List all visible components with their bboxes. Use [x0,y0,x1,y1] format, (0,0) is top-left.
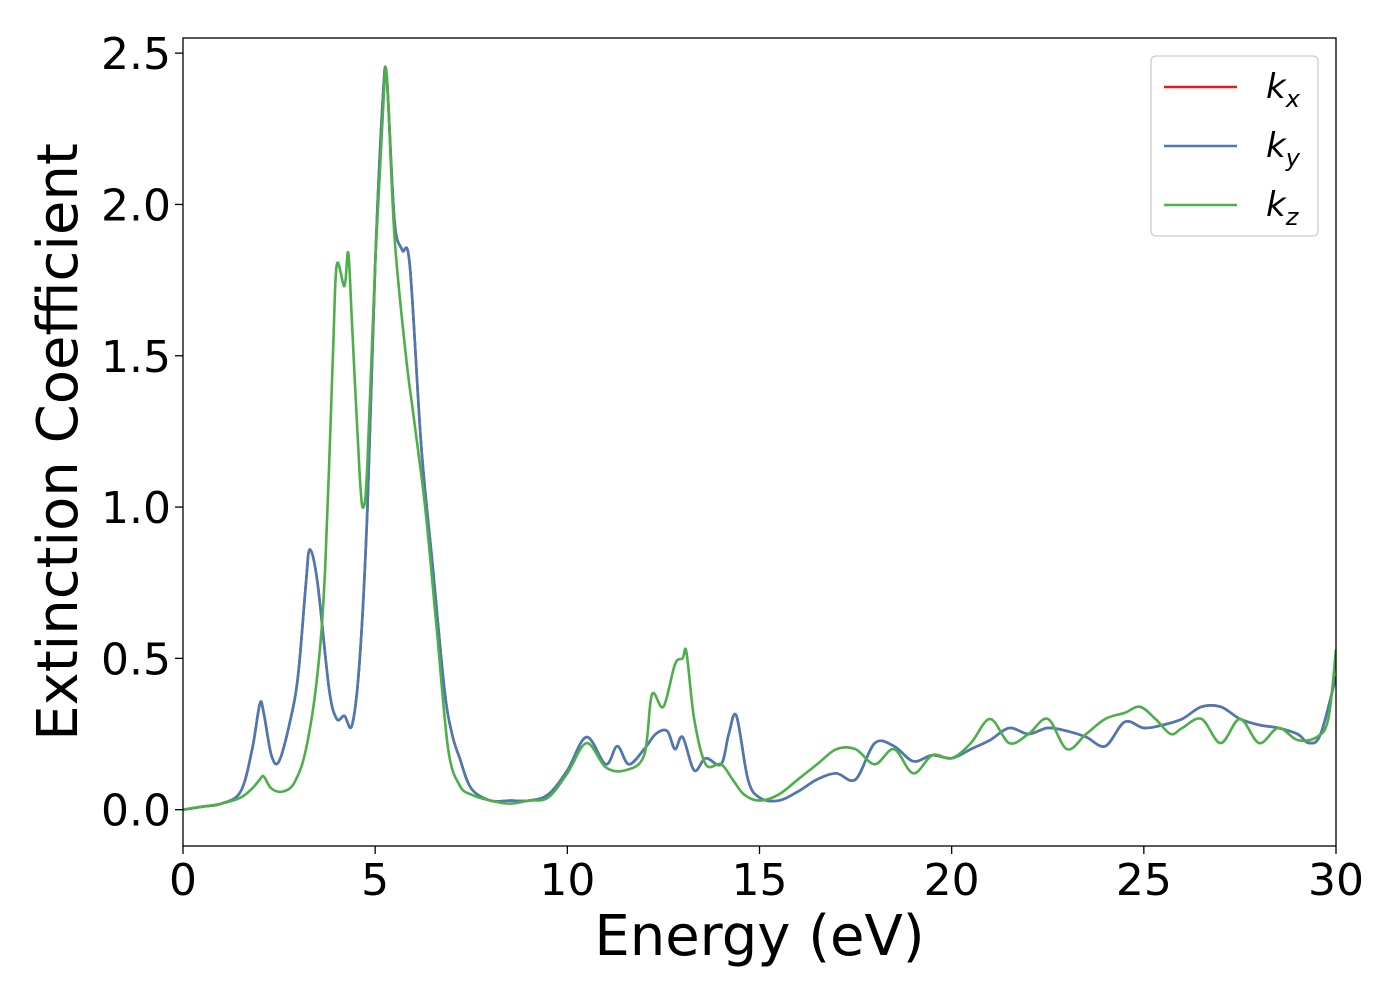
x-tick-label: 0 [169,855,197,906]
x-tick-label: 25 [1116,855,1172,906]
legend-label-main: k [1266,185,1287,225]
legend-label-x: kx [1266,67,1301,113]
y-axis-ticks: 0.0 0.5 1.0 1.5 2.0 2.5 [101,29,183,837]
y-tick-label: 2.5 [101,29,171,80]
y-tick-label: 0.0 [101,786,171,837]
x-tick-label: 30 [1308,855,1364,906]
y-tick-label: 2.0 [101,180,171,231]
legend-label-subscript: x [1285,85,1301,113]
series-line-z [183,66,1336,811]
legend-label-z: kz [1266,185,1300,231]
x-axis-ticks: 0 5 10 15 20 25 30 [169,846,1364,906]
legend-label-y: ky [1266,126,1301,172]
x-tick-label: 15 [732,855,788,906]
y-tick-label: 0.5 [101,634,171,685]
y-tick-label: 1.0 [101,483,171,534]
x-tick-label: 5 [361,855,389,906]
x-tick-label: 20 [924,855,980,906]
legend-label-main: k [1266,126,1287,166]
x-tick-label: 10 [539,855,595,906]
series-line-y [183,65,1336,811]
legend-label-subscript: y [1285,144,1301,172]
y-tick-label: 1.5 [101,332,171,383]
y-axis-title: Extinction Coefficient [26,143,91,741]
legend-label-subscript: z [1285,203,1300,231]
series-layer [183,65,1336,811]
legend-label-main: k [1266,67,1287,107]
x-axis-title: Energy (eV) [594,904,924,969]
